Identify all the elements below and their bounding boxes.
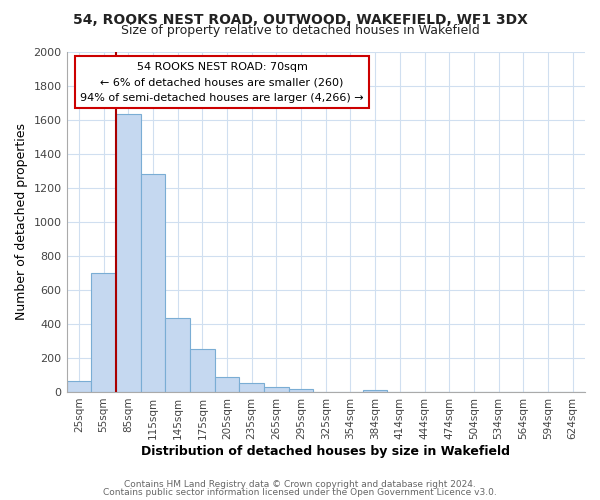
Text: 54 ROOKS NEST ROAD: 70sqm
← 6% of detached houses are smaller (260)
94% of semi-: 54 ROOKS NEST ROAD: 70sqm ← 6% of detach… — [80, 62, 364, 103]
Bar — [215, 377, 239, 392]
Text: 54, ROOKS NEST ROAD, OUTWOOD, WAKEFIELD, WF1 3DX: 54, ROOKS NEST ROAD, OUTWOOD, WAKEFIELD,… — [73, 12, 527, 26]
Bar — [239, 383, 264, 392]
Bar — [165, 318, 190, 392]
Bar — [289, 388, 313, 392]
Bar — [264, 387, 289, 392]
Bar — [91, 273, 116, 392]
Bar — [67, 381, 91, 392]
X-axis label: Distribution of detached houses by size in Wakefield: Distribution of detached houses by size … — [141, 444, 510, 458]
Text: Contains HM Land Registry data © Crown copyright and database right 2024.: Contains HM Land Registry data © Crown c… — [124, 480, 476, 489]
Bar — [116, 114, 140, 392]
Text: Contains public sector information licensed under the Open Government Licence v3: Contains public sector information licen… — [103, 488, 497, 497]
Bar — [140, 174, 165, 392]
Y-axis label: Number of detached properties: Number of detached properties — [15, 123, 28, 320]
Bar — [363, 390, 388, 392]
Bar — [190, 350, 215, 392]
Text: Size of property relative to detached houses in Wakefield: Size of property relative to detached ho… — [121, 24, 479, 37]
